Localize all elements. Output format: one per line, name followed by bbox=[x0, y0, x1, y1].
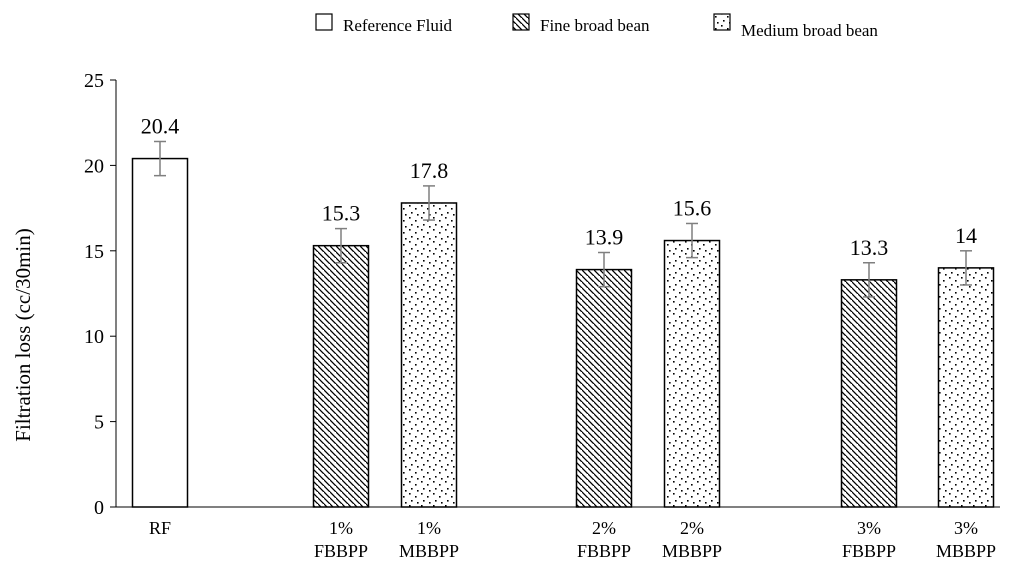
legend-swatch bbox=[713, 13, 731, 31]
bars-group bbox=[131, 157, 995, 508]
y-tick-label: 10 bbox=[84, 326, 104, 348]
y-tick-label: 0 bbox=[94, 497, 104, 519]
x-tick-label: 3% bbox=[857, 518, 881, 538]
data-label: 15.6 bbox=[673, 195, 712, 220]
bar bbox=[937, 267, 995, 508]
y-axis-ticks: 0 5 10 15 20 25 bbox=[84, 70, 116, 519]
data-label: 15.3 bbox=[322, 201, 361, 226]
data-label: 14 bbox=[955, 223, 977, 248]
x-axis-labels: RF 1% FBBPP 1% MBBPP 2% FBBPP 2% MBBPP 3% FBBPP 3% M… bbox=[149, 518, 996, 561]
error-bars-group bbox=[154, 140, 972, 298]
bar bbox=[131, 157, 189, 508]
legend-label: Reference Fluid bbox=[343, 16, 453, 35]
chart-legend: Reference Fluid Fine broad bean Medium bro… bbox=[315, 13, 878, 40]
x-tick-label: FBBPP bbox=[842, 541, 896, 561]
bar bbox=[575, 268, 633, 508]
y-tick-label: 5 bbox=[94, 412, 104, 434]
data-label: 17.8 bbox=[410, 158, 449, 183]
bar bbox=[840, 279, 898, 508]
x-tick-label: FBBPP bbox=[577, 541, 631, 561]
bar bbox=[312, 244, 370, 508]
x-tick-label: FBBPP bbox=[314, 541, 368, 561]
x-tick-label: MBBPP bbox=[662, 541, 722, 561]
y-tick-label: 15 bbox=[84, 241, 104, 263]
x-tick-label: 2% bbox=[680, 518, 704, 538]
legend-label: Medium broad bean bbox=[741, 21, 878, 40]
x-tick-label: MBBPP bbox=[399, 541, 459, 561]
legend-swatch bbox=[512, 13, 530, 31]
y-axis-title: Filtration loss (cc/30min) bbox=[11, 228, 35, 441]
data-labels-group: 20.4 15.3 17.8 13.9 15.6 13.3 14 bbox=[141, 113, 977, 259]
x-tick-label: 3% bbox=[954, 518, 978, 538]
x-tick-label: MBBPP bbox=[936, 541, 996, 561]
bar bbox=[663, 239, 721, 508]
data-label: 13.9 bbox=[585, 225, 624, 250]
legend-swatch bbox=[315, 13, 333, 31]
x-tick-label: 2% bbox=[592, 518, 616, 538]
x-tick-label: 1% bbox=[329, 518, 353, 538]
legend-label: Fine broad bean bbox=[540, 16, 650, 35]
y-tick-label: 25 bbox=[84, 70, 104, 92]
bar bbox=[400, 202, 458, 508]
data-label: 13.3 bbox=[850, 235, 889, 260]
x-tick-label: 1% bbox=[417, 518, 441, 538]
y-tick-label: 20 bbox=[84, 155, 104, 177]
data-label: 20.4 bbox=[141, 113, 180, 138]
x-tick-label: RF bbox=[149, 518, 171, 538]
